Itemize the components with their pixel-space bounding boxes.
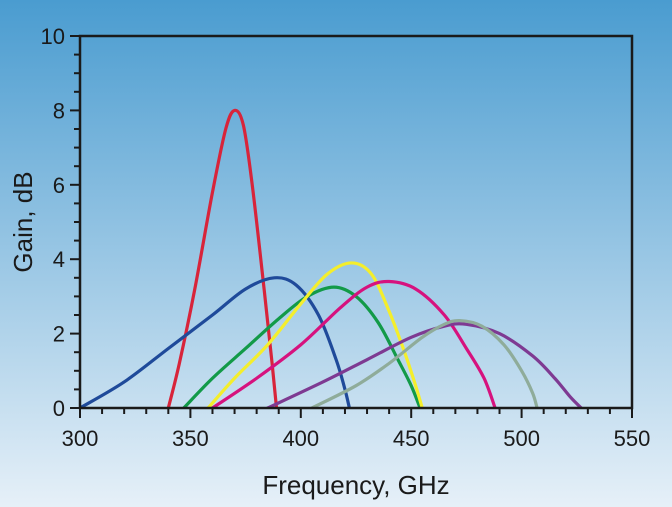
y-tick-label: 6 <box>53 173 65 198</box>
y-tick-label: 10 <box>41 24 65 49</box>
x-tick-label: 300 <box>62 426 99 451</box>
series-line-2 <box>80 276 351 408</box>
series-layer <box>80 108 583 408</box>
x-tick-label: 450 <box>393 426 430 451</box>
y-tick-label: 0 <box>53 396 65 421</box>
y-tick-label: 8 <box>53 98 65 123</box>
series-line-1 <box>166 108 279 408</box>
x-tick-label: 400 <box>282 426 319 451</box>
y-axis-label: Gain, dB <box>8 171 38 272</box>
series-line-5 <box>210 279 497 408</box>
series-line-3 <box>182 285 422 408</box>
y-tick-label: 4 <box>53 247 65 272</box>
series-line-6 <box>266 322 583 408</box>
x-tick-label: 550 <box>614 426 651 451</box>
ticks-layer: 300 350 400 450 500 550 0 2 4 6 8 10 <box>41 24 651 451</box>
x-tick-label: 500 <box>503 426 540 451</box>
x-axis-label: Frequency, GHz <box>262 470 449 500</box>
y-tick-label: 2 <box>53 322 65 347</box>
series-line-4 <box>206 261 424 408</box>
series-line-7 <box>310 318 539 408</box>
x-tick-label: 350 <box>172 426 209 451</box>
